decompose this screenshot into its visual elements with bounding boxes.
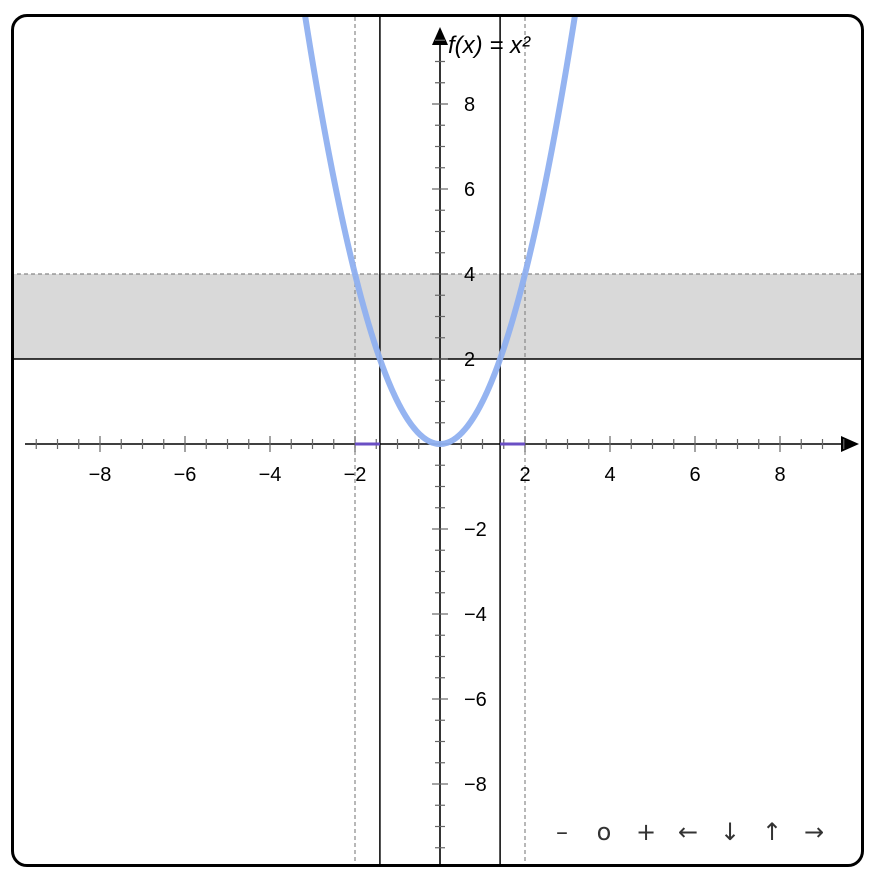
- y-tick-label: 8: [464, 94, 475, 116]
- function-plot[interactable]: −8 −6 −4 −2 2 4 6 8 −8 −6 −4 −2 2 4 6 8 f(x) = x²: [11, 14, 864, 867]
- y-tick-label: −8: [464, 774, 487, 796]
- zoom-in-button[interactable]: +: [635, 818, 657, 846]
- y-tick-label: −6: [464, 689, 487, 711]
- pan-right-button[interactable]: →: [803, 818, 825, 846]
- graph-board[interactable]: −8 −6 −4 −2 2 4 6 8 −8 −6 −4 −2 2 4 6 8 f(x) = x² – o + …: [11, 14, 864, 867]
- x-tick-label: 6: [689, 464, 700, 486]
- x-tick-label: −2: [344, 464, 367, 486]
- y-axis-arrow: [432, 27, 448, 45]
- x-tick-label: 4: [604, 464, 615, 486]
- pan-up-button[interactable]: ↑: [761, 818, 783, 846]
- y-tick-label: 2: [464, 349, 475, 371]
- y-tick-label: −4: [464, 604, 487, 626]
- zoom-out-button[interactable]: –: [556, 818, 568, 846]
- y-tick-label: −2: [464, 519, 487, 541]
- y-tick-label: 6: [464, 179, 475, 201]
- y-tick-label: 4: [464, 264, 475, 286]
- function-curve: [302, 17, 578, 448]
- x-tick-label: 2: [519, 464, 530, 486]
- x-tick-label: −6: [174, 464, 197, 486]
- function-label: f(x) = x²: [448, 32, 531, 59]
- reset-zoom-button[interactable]: o: [596, 818, 612, 846]
- x-tick-label: 8: [774, 464, 785, 486]
- x-tick-label: −4: [259, 464, 282, 486]
- pan-left-button[interactable]: ←: [677, 818, 699, 846]
- x-tick-label: −8: [89, 464, 112, 486]
- pan-down-button[interactable]: ↓: [719, 818, 741, 846]
- navigation-controls: – o + ← ↓ ↑ →: [541, 818, 835, 846]
- x-axis-arrow: [841, 436, 859, 452]
